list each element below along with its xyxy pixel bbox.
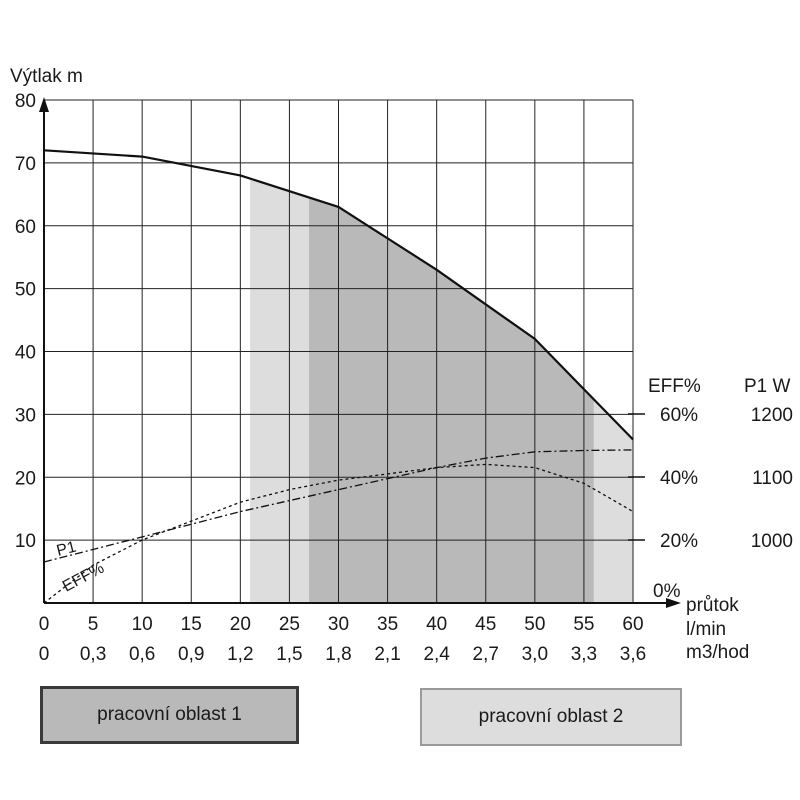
- x-axis-unit-lmin: l/min: [686, 619, 726, 640]
- chart-labels: Výtlak m EFF% P1 W průtok l/min m3/hod P…: [10, 66, 793, 665]
- y-axis-title: Výtlak m: [10, 66, 83, 87]
- y-tick-label: 20: [15, 468, 36, 489]
- chart-series: [43, 149, 634, 604]
- x-tick-label-lmin: 10: [132, 614, 153, 635]
- legend-working-area-2: pracovní oblast 2: [420, 688, 682, 746]
- y-tick-label: 80: [15, 91, 36, 112]
- x-tick-label-lmin: 30: [328, 614, 349, 635]
- legend-working-area-2-label: pracovní oblast 2: [478, 706, 624, 727]
- x-tick-label-m3h: 0: [39, 644, 50, 665]
- x-tick-label-lmin: 20: [230, 614, 251, 635]
- p1-tick-label: 1100: [752, 468, 793, 489]
- y-axis-arrow: [39, 97, 49, 112]
- x-axis-title: průtok: [686, 595, 739, 616]
- series-line-head: [43, 149, 634, 441]
- eff-tick-label: 40%: [660, 468, 698, 489]
- x-axis-unit-m3h: m3/hod: [686, 642, 749, 663]
- eff-series-label: EFF%: [60, 560, 107, 596]
- legend-working-area-1: pracovní oblast 1: [40, 686, 299, 744]
- y-tick-label: 30: [15, 405, 36, 426]
- x-tick-label-m3h: 0,9: [178, 644, 204, 665]
- x-tick-label-m3h: 0,3: [80, 644, 106, 665]
- p1-tick-label: 1200: [751, 405, 793, 426]
- x-tick-label-lmin: 60: [622, 614, 643, 635]
- p1-series-label: P1: [55, 539, 78, 560]
- eff-tick-label: 0%: [653, 581, 681, 602]
- eff-tick-label: 60%: [660, 405, 698, 426]
- x-axis-arrow: [666, 598, 681, 608]
- x-tick-label-m3h: 1,2: [227, 644, 253, 665]
- x-tick-label-m3h: 0,6: [129, 644, 155, 665]
- p1-axis-title: P1 W: [744, 376, 791, 397]
- x-tick-label-m3h: 2,4: [423, 644, 450, 665]
- y-tick-label: 50: [15, 280, 36, 301]
- x-tick-label-lmin: 0: [39, 614, 50, 635]
- p1-tick-label: 1000: [751, 531, 793, 552]
- x-tick-label-m3h: 1,5: [276, 644, 302, 665]
- working-region-2: [309, 197, 594, 603]
- y-tick-label: 10: [15, 531, 36, 552]
- x-tick-label-lmin: 50: [524, 614, 545, 635]
- y-tick-label: 70: [15, 154, 36, 175]
- chart-axes: [39, 97, 681, 608]
- y-tick-label: 40: [15, 343, 36, 364]
- x-tick-label-m3h: 2,1: [374, 644, 400, 665]
- x-tick-label-m3h: 1,8: [325, 644, 351, 665]
- y-tick-label: 60: [15, 217, 36, 238]
- x-tick-label-m3h: 2,7: [473, 644, 499, 665]
- x-tick-label-m3h: 3,6: [620, 644, 646, 665]
- chart-grid: [44, 99, 634, 603]
- x-tick-label-m3h: 3,3: [571, 644, 597, 665]
- legend-working-area-1-label: pracovní oblast 1: [97, 704, 242, 725]
- x-tick-label-lmin: 25: [279, 614, 300, 635]
- x-tick-label-lmin: 40: [426, 614, 447, 635]
- eff-tick-label: 20%: [660, 531, 698, 552]
- x-tick-label-lmin: 45: [475, 614, 496, 635]
- x-tick-label-lmin: 35: [377, 614, 398, 635]
- x-tick-label-lmin: 15: [181, 614, 202, 635]
- x-tick-label-lmin: 55: [573, 614, 594, 635]
- eff-axis-title: EFF%: [648, 376, 701, 397]
- x-tick-label-lmin: 5: [88, 614, 99, 635]
- working-regions: [250, 178, 633, 603]
- x-tick-label-m3h: 3,0: [522, 644, 548, 665]
